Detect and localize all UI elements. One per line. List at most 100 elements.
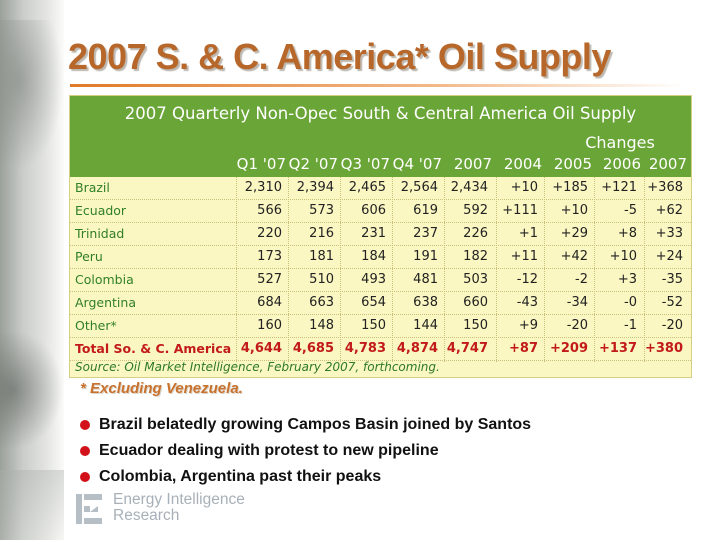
bullet-item: Colombia, Argentina past their peaks [80, 464, 700, 490]
table-cell: +9 [518, 318, 538, 333]
table-cell: +368 [647, 180, 683, 195]
table-cell: +29 [560, 226, 588, 241]
bullet-text: Ecuador dealing with protest to new pipe… [99, 442, 439, 459]
table-cell: 573 [309, 203, 334, 218]
table-cell: 226 [463, 226, 488, 241]
table-cell: 220 [257, 226, 282, 241]
table-cell: 181 [309, 249, 334, 264]
column-header: 2006 [602, 155, 641, 173]
changes-heading: Changes [585, 133, 655, 152]
oil-supply-table: 2007 Quarterly Non-Opec South & Central … [69, 95, 692, 378]
table-cell: +10 [510, 180, 538, 195]
table-cell: +42 [560, 249, 588, 264]
table-cell: 191 [413, 249, 438, 264]
table-row: Trinidad 220 216 231 237 226 +1 +29 +8 +33 [70, 223, 691, 246]
table-cell: +209 [549, 341, 588, 356]
column-header: Q2 '07 [288, 155, 338, 173]
table-cell: 150 [361, 318, 386, 333]
table-cell: 144 [413, 318, 438, 333]
table-row: Other* 160 148 150 144 150 +9 -20 -1 -20 [70, 315, 691, 338]
table-title: 2007 Quarterly Non-Opec South & Central … [124, 104, 637, 123]
table-cell: 160 [257, 318, 282, 333]
table-cell: 684 [257, 295, 282, 310]
table-cell: 493 [361, 272, 386, 287]
table-cell: +3 [617, 272, 637, 287]
table-cell: 660 [463, 295, 488, 310]
table-cell: -5 [624, 203, 637, 218]
row-label: Colombia [75, 272, 134, 287]
slide-title: 2007 S. & C. America* Oil Supply [68, 36, 611, 77]
row-label: Trinidad [75, 226, 125, 241]
table-cell: 2,394 [296, 180, 334, 195]
decor-band [0, 330, 64, 450]
bullet-dot-icon [80, 472, 90, 482]
total-row: Total So. & C. America 4,644 4,685 4,783 4,8… [70, 338, 691, 361]
table-row: Ecuador 566 573 606 619 592 +111 +10 -5 +62 [70, 200, 691, 223]
table-cell: 237 [413, 226, 438, 241]
table-cell: +137 [598, 341, 637, 356]
table-header: 2007 Quarterly Non-Opec South & Central … [70, 96, 691, 177]
row-label: Brazil [75, 180, 110, 195]
company-logo: Energy Intelligence Research [76, 490, 316, 530]
table-cell: 4,747 [446, 341, 488, 356]
table-row: Peru 173 181 184 191 182 +11 +42 +10 +24 [70, 246, 691, 269]
title-underline [70, 84, 686, 87]
table-cell: 2,564 [400, 180, 438, 195]
bullet-text: Brazil belatedly growing Campos Basin jo… [99, 416, 532, 433]
column-header: 2007 [453, 155, 492, 173]
table-cell: 619 [413, 203, 438, 218]
row-label: Argentina [75, 295, 136, 310]
table-row: Argentina 684 663 654 638 660 -43 -34 -0 -52 [70, 292, 691, 315]
table-cell: 2,465 [348, 180, 386, 195]
column-header: Q4 '07 [392, 155, 442, 173]
table-cell: -52 [661, 295, 683, 310]
table-cell: 4,874 [396, 341, 438, 356]
table-cell: 2,434 [450, 180, 488, 195]
row-label: Peru [75, 249, 103, 264]
table-cell: 150 [463, 318, 488, 333]
column-header: Q3 '07 [340, 155, 390, 173]
bullet-list: Brazil belatedly growing Campos Basin jo… [80, 412, 700, 490]
table-cell: +10 [609, 249, 637, 264]
bullet-dot-icon [80, 446, 90, 456]
column-header: 2007 [648, 155, 687, 173]
table-cell: 510 [309, 272, 334, 287]
table-cell: 4,783 [344, 341, 386, 356]
table-cell: 173 [257, 249, 282, 264]
table-cell: +111 [502, 203, 538, 218]
table-cell: +185 [552, 180, 588, 195]
energy-intelligence-logo-icon [76, 494, 102, 524]
table-cell: -35 [661, 272, 683, 287]
table-cell: -34 [566, 295, 588, 310]
table-cell: 4,685 [292, 341, 334, 356]
source-note: Source: Oil Market Intelligence, Februar… [75, 360, 440, 374]
row-label: Other* [75, 318, 117, 333]
table-cell: -43 [516, 295, 538, 310]
table-cell: 184 [361, 249, 386, 264]
decor-band [0, 20, 64, 170]
table-cell: +380 [644, 341, 683, 356]
column-header: Q1 '07 [236, 155, 286, 173]
table-cell: -1 [624, 318, 637, 333]
left-decorative-strip [0, 0, 64, 540]
table-cell: +62 [655, 203, 683, 218]
table-cell: +10 [560, 203, 588, 218]
table-row: Colombia 527 510 493 481 503 -12 -2 +3 -35 [70, 269, 691, 292]
table-cell: 481 [413, 272, 438, 287]
table-cell: -12 [516, 272, 538, 287]
table-cell: 663 [309, 295, 334, 310]
table-cell: 231 [361, 226, 386, 241]
table-cell: +11 [510, 249, 538, 264]
row-label: Ecuador [75, 203, 127, 218]
table-cell: 592 [463, 203, 488, 218]
table-row: Brazil 2,310 2,394 2,465 2,564 2,434 +10 +185 +1… [70, 177, 691, 200]
bullet-dot-icon [80, 420, 90, 430]
table-cell: 503 [463, 272, 488, 287]
bullet-text: Colombia, Argentina past their peaks [99, 468, 382, 485]
column-header: 2004 [503, 155, 542, 173]
table-cell: 182 [463, 249, 488, 264]
bullet-item: Ecuador dealing with protest to new pipe… [80, 438, 700, 464]
table-cell: +33 [655, 226, 683, 241]
column-header: 2005 [553, 155, 592, 173]
table-cell: 527 [257, 272, 282, 287]
